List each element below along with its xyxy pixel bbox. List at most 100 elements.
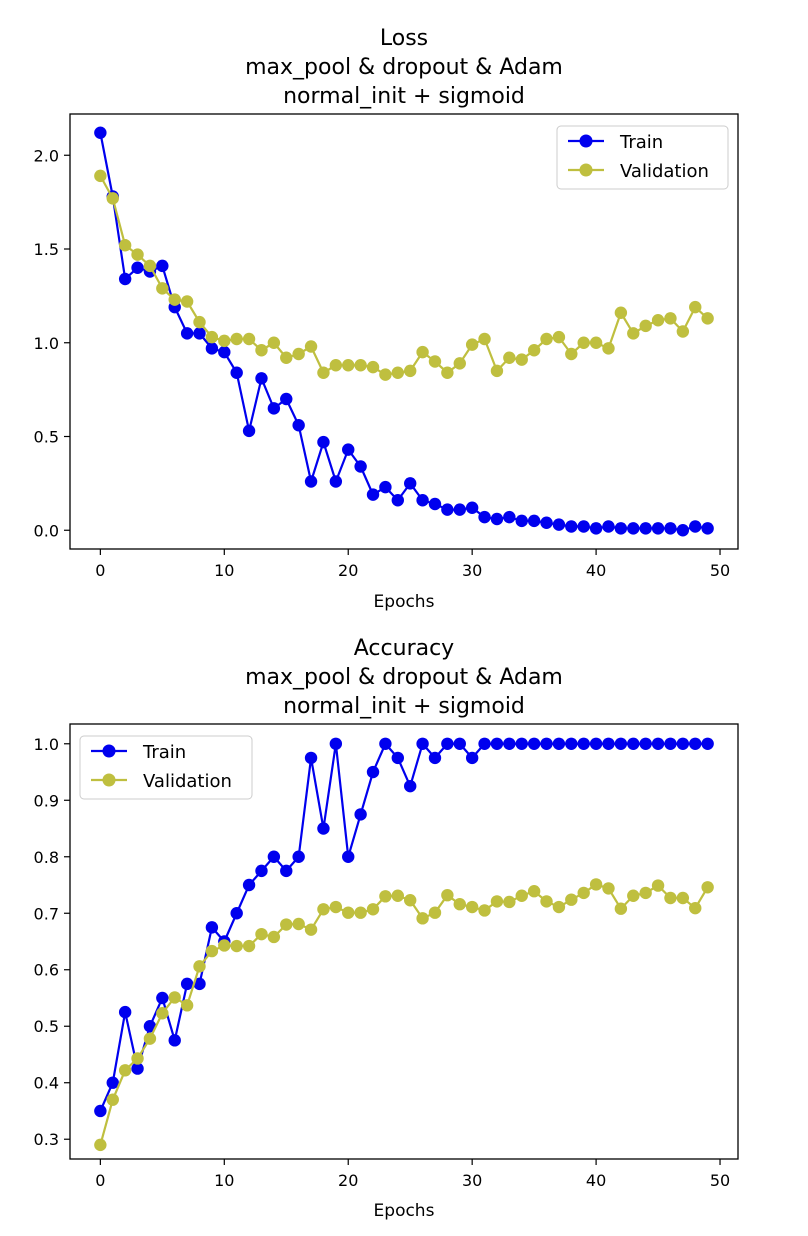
loss-train-point bbox=[589, 522, 603, 535]
loss-validation-point bbox=[416, 345, 429, 359]
accuracy-validation-point bbox=[651, 879, 665, 892]
loss-validation-point bbox=[304, 340, 318, 353]
accuracy-axes-frame bbox=[69, 723, 739, 1160]
loss-series-layer bbox=[94, 126, 714, 537]
accuracy-train-point bbox=[391, 751, 404, 765]
loss-train-point bbox=[131, 261, 144, 274]
loss-validation-point bbox=[267, 336, 281, 349]
accuracy-xtick-label: 40 bbox=[586, 1171, 606, 1190]
loss-train-point bbox=[193, 327, 206, 340]
loss-xlabel: Epochs bbox=[374, 592, 435, 612]
accuracy-train-point bbox=[503, 737, 516, 750]
loss-train-point bbox=[218, 345, 231, 359]
accuracy-legend-train-label: Train bbox=[142, 742, 186, 763]
accuracy-train-point bbox=[156, 991, 169, 1005]
accuracy-train-point bbox=[540, 737, 553, 750]
accuracy-validation-point bbox=[577, 886, 590, 900]
accuracy-validation-point bbox=[503, 895, 516, 909]
accuracy-train-point bbox=[651, 737, 665, 750]
loss-train-point bbox=[242, 424, 256, 438]
loss-train-point bbox=[118, 272, 132, 286]
loss-train-point bbox=[156, 259, 169, 273]
accuracy-validation-point bbox=[689, 901, 702, 915]
loss-legend-train-marker bbox=[579, 134, 593, 148]
loss-validation-point bbox=[391, 366, 404, 379]
loss-train-point bbox=[602, 520, 615, 533]
accuracy-train-point bbox=[664, 737, 677, 750]
accuracy-ytick-label: 1.0 bbox=[34, 735, 59, 754]
accuracy-train-point bbox=[106, 1076, 119, 1089]
loss-validation-point bbox=[317, 366, 330, 379]
accuracy-train-point bbox=[676, 737, 690, 750]
accuracy-train-point bbox=[441, 737, 454, 750]
accuracy-train-point bbox=[329, 737, 343, 750]
accuracy-train-point bbox=[614, 737, 628, 750]
accuracy-ytick-label: 0.6 bbox=[34, 961, 59, 980]
loss-ytick-label: 0.5 bbox=[34, 428, 59, 447]
accuracy-validation-point bbox=[342, 906, 355, 919]
loss-validation-point bbox=[242, 332, 256, 346]
loss-legend-validation-label: Validation bbox=[620, 161, 709, 182]
loss-train-point bbox=[428, 497, 442, 511]
accuracy-train-point bbox=[552, 737, 566, 750]
accuracy-train-point bbox=[627, 737, 640, 750]
loss-train-point bbox=[205, 342, 219, 355]
accuracy-validation-point bbox=[379, 890, 392, 903]
loss-train-point bbox=[304, 475, 318, 488]
loss-validation-point bbox=[651, 314, 665, 327]
accuracy-train-point bbox=[577, 737, 590, 750]
accuracy-validation-point bbox=[664, 891, 677, 905]
accuracy-validation-point bbox=[242, 939, 256, 953]
accuracy-validation-point bbox=[416, 912, 429, 925]
loss-train-point bbox=[478, 510, 491, 524]
accuracy-train-point bbox=[94, 1104, 107, 1118]
accuracy-train-point bbox=[602, 737, 615, 750]
accuracy-validation-point bbox=[366, 903, 380, 916]
loss-train-point bbox=[540, 516, 553, 529]
loss-validation-point bbox=[168, 293, 181, 306]
accuracy-validation-point bbox=[131, 1052, 144, 1065]
loss-ytick-label: 1.0 bbox=[34, 334, 59, 353]
accuracy-train-point bbox=[366, 765, 380, 779]
loss-validation-point bbox=[614, 306, 628, 319]
accuracy-validation-point bbox=[478, 904, 491, 917]
loss-xtick-label: 10 bbox=[214, 561, 234, 580]
accuracy-validation-point bbox=[118, 1064, 132, 1077]
loss-train-point bbox=[255, 372, 268, 385]
loss-validation-point bbox=[540, 332, 553, 346]
loss-train-point bbox=[230, 366, 243, 379]
loss-validation-point bbox=[565, 347, 578, 361]
accuracy-train-point bbox=[118, 1005, 132, 1019]
accuracy-legend-train-marker bbox=[102, 744, 116, 758]
loss-ytick-label: 1.5 bbox=[34, 240, 59, 259]
accuracy-xtick-label: 30 bbox=[462, 1171, 482, 1190]
loss-validation-point bbox=[701, 312, 714, 325]
loss-validation-point bbox=[478, 332, 491, 346]
accuracy-ytick-label: 0.5 bbox=[34, 1017, 59, 1036]
accuracy-validation-point bbox=[453, 898, 466, 911]
accuracy-train-point bbox=[131, 1062, 144, 1075]
accuracy-ytick-label: 0.3 bbox=[34, 1130, 59, 1149]
loss-train-point bbox=[515, 514, 528, 528]
accuracy-train-point bbox=[490, 737, 504, 750]
loss-ticks-layer: 0 10 20 30 40 50 0.0 0.5 1.0 1.5 2.0 bbox=[34, 146, 731, 580]
accuracy-train-point bbox=[354, 808, 367, 821]
loss-train-point bbox=[354, 460, 367, 473]
loss-validation-point bbox=[639, 319, 652, 333]
loss-validation-point bbox=[503, 351, 516, 364]
accuracy-validation-point bbox=[676, 891, 690, 905]
loss-chart: Loss max_pool & dropout & Adam normal_in… bbox=[34, 26, 739, 612]
loss-xtick-label: 40 bbox=[586, 561, 606, 580]
accuracy-train-point bbox=[193, 977, 206, 991]
loss-validation-point bbox=[627, 327, 640, 340]
loss-ytick-label: 0.0 bbox=[34, 521, 59, 540]
loss-train-point bbox=[664, 522, 677, 535]
loss-train-point bbox=[94, 126, 107, 139]
loss-validation-point bbox=[404, 364, 417, 378]
accuracy-train-point bbox=[180, 977, 194, 991]
loss-train-point bbox=[267, 402, 281, 415]
accuracy-validation-point bbox=[465, 900, 479, 914]
loss-validation-point bbox=[280, 351, 293, 364]
loss-train-point bbox=[651, 522, 665, 535]
accuracy-validation-point bbox=[205, 944, 219, 958]
